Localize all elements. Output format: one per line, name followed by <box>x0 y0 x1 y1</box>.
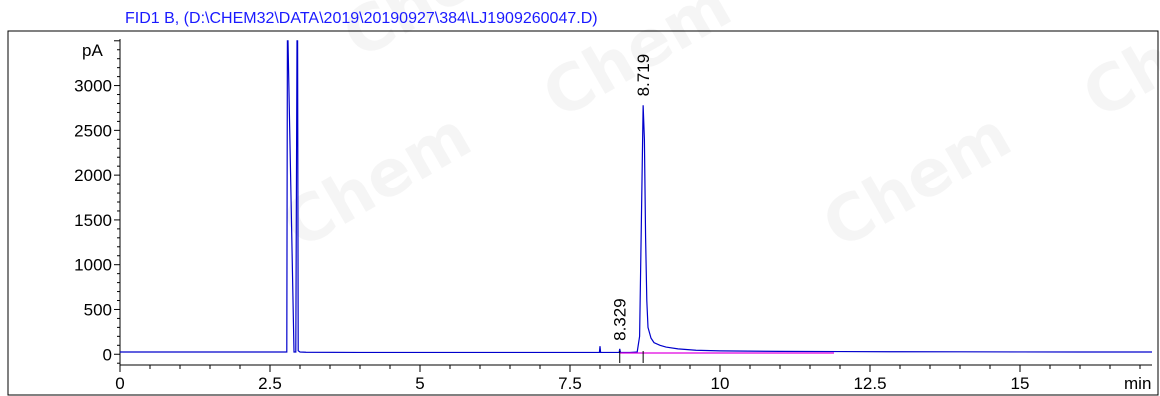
y-tick-label: 1000 <box>74 256 112 275</box>
axes: 0 500 1000 1500 2000 2500 3000 0 2.5 5 7.5 10 12.5 15 <box>74 39 1152 393</box>
watermark-text: Chem <box>811 98 1023 263</box>
y-tick-label: 0 <box>103 345 112 364</box>
watermark-text: Chem <box>1071 0 1160 134</box>
peak-label: 8.719 <box>634 54 653 97</box>
series-layer <box>120 40 1152 354</box>
y-tick-label: 2000 <box>74 166 112 185</box>
x-tick-label: 10 <box>711 374 730 393</box>
x-tick-label: 12.5 <box>853 374 886 393</box>
x-tick-label: 0 <box>115 374 124 393</box>
y-tick-label: 3000 <box>74 77 112 96</box>
y-tick-label: 1500 <box>74 211 112 230</box>
x-tick-label: 15 <box>1011 374 1030 393</box>
watermark-text: Chem <box>271 98 483 263</box>
outer-frame <box>7 30 1159 396</box>
y-tick-label: 500 <box>84 300 112 319</box>
x-tick-label: 2.5 <box>258 374 282 393</box>
x-tick-label: 5 <box>415 374 424 393</box>
x-tick-label: 7.5 <box>558 374 582 393</box>
watermark-layer: ChemChemChemChemChem <box>271 0 1160 264</box>
y-axis-label: pA <box>82 41 103 60</box>
chart-title: FID1 B, (D:\CHEM32\DATA\2019\20190927\38… <box>125 10 598 27</box>
peak-label: 8.329 <box>611 298 630 341</box>
annotation-layer: 8.719 8.329 <box>611 54 653 363</box>
y-tick-label: 2500 <box>74 121 112 140</box>
x-axis-label: min <box>1124 374 1151 393</box>
